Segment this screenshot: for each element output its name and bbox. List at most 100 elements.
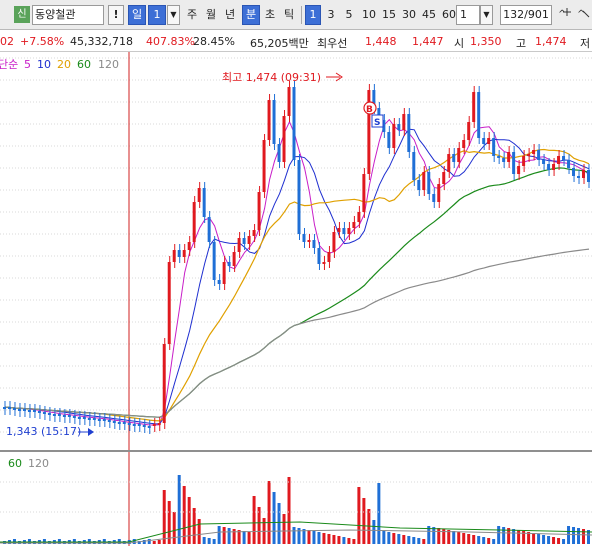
volume-bar (492, 539, 496, 544)
candle-body (422, 172, 426, 190)
volume-ratio: 407.83% (146, 35, 195, 48)
period-count-field[interactable]: 1 (148, 5, 166, 25)
volume-ma60-line (0, 521, 592, 543)
interval-45-button[interactable]: 45 (422, 8, 436, 21)
trade-amount: 65,205백만 (250, 37, 309, 50)
candle-body (572, 168, 576, 176)
volume-bar (462, 533, 466, 544)
period-year-button[interactable]: 년 (224, 8, 236, 21)
candle-body (177, 250, 181, 257)
page-indicator-field[interactable]: 132/901 (500, 5, 552, 25)
candle-body (327, 252, 331, 262)
candle-body (317, 248, 321, 264)
candle-body (522, 156, 526, 166)
interval-30-button[interactable]: 30 (402, 8, 416, 21)
volume-bar (227, 528, 231, 544)
ma-legend-10: 10 (37, 58, 51, 71)
candle-body (72, 416, 76, 418)
volume-bar (162, 490, 166, 544)
candle-body (212, 242, 216, 280)
candle-body (122, 422, 126, 424)
period-second-button[interactable]: 초 (264, 8, 276, 21)
interval-10-button[interactable]: 10 (362, 8, 376, 21)
interval-60-button[interactable]: 60 (442, 8, 456, 21)
volume-bar (517, 530, 521, 544)
volume-bar (527, 532, 531, 544)
candle-body (222, 262, 226, 284)
price-change-value: 02 (0, 35, 14, 48)
price-chart-canvas[interactable]: 단순 5 10 20 60 120 최고 1,474 (09:31) 1,343… (0, 52, 592, 450)
ma-legend-prefix: 단순 (0, 58, 18, 71)
candle-body (52, 414, 56, 416)
period-day-button[interactable]: 일 (128, 5, 146, 25)
pane-separator[interactable] (0, 450, 592, 452)
candle-body (352, 222, 356, 228)
volume-bar (247, 532, 251, 544)
candle-body (272, 100, 276, 144)
volume-moving-averages (0, 521, 592, 544)
period-dropdown-button[interactable]: ▼ (167, 5, 180, 25)
candle-body (67, 415, 71, 417)
period-tick-button[interactable]: 틱 (283, 8, 295, 21)
svg-text:^: ^ (577, 9, 585, 20)
candle-body (362, 174, 366, 212)
candle-body (287, 87, 291, 116)
candle-body (92, 418, 96, 420)
candle-body (387, 132, 391, 148)
volume-bar (412, 537, 416, 544)
interval-3-button[interactable]: 3 (327, 8, 335, 21)
volume-legend-120: 120 (28, 457, 49, 470)
volume-bar (567, 526, 571, 544)
stock-name-field[interactable]: 동양철관 (32, 5, 104, 25)
volume-chart-canvas[interactable]: 60 120 (0, 452, 592, 546)
zoom-icon[interactable]: ^ (556, 5, 574, 25)
candle-body (237, 238, 241, 252)
ma-legend-5: 5 (24, 58, 31, 71)
candle-body (117, 422, 121, 424)
period-month-button[interactable]: 월 (205, 8, 217, 21)
interval-5-button[interactable]: 5 (345, 8, 353, 21)
candle-body (22, 409, 26, 411)
volume-bar (297, 528, 301, 544)
volume-bars (3, 475, 590, 544)
interval-15-button[interactable]: 15 (382, 8, 396, 21)
candle-body (342, 228, 346, 234)
volume-bar (202, 537, 206, 544)
volume-bar (337, 536, 341, 544)
candle-body (102, 419, 106, 421)
candle-body (537, 150, 541, 160)
expand-icon[interactable]: ^ (576, 5, 592, 25)
ma-legend-20: 20 (57, 58, 71, 71)
volume-bar (207, 538, 211, 544)
candle-body (512, 152, 516, 174)
candle-body (147, 426, 151, 428)
candle-body (3, 407, 6, 409)
candle-body (442, 172, 446, 184)
candle-body (182, 250, 186, 257)
candle-body (482, 138, 486, 144)
stock-info-button[interactable]: ! (108, 5, 124, 25)
volume-chart-pane[interactable]: 60 120 (0, 452, 592, 546)
price-chart-pane[interactable]: 단순 5 10 20 60 120 최고 1,474 (09:31) 1,343… (0, 52, 592, 450)
buy-signal-icon[interactable] (363, 101, 377, 115)
volume-bar (382, 531, 386, 544)
sell-signal-icon[interactable] (371, 114, 384, 128)
volume-bar (347, 538, 351, 544)
candle-body (302, 234, 306, 242)
candle-body (307, 240, 311, 242)
candle-body (382, 120, 386, 132)
candle-body (157, 423, 161, 425)
candle-body (27, 410, 31, 412)
volume-bar (217, 526, 221, 544)
volume-bar (507, 528, 511, 544)
custom-interval-field[interactable]: 1 (456, 5, 480, 25)
period-week-button[interactable]: 주 (186, 8, 198, 21)
volume-bar (357, 487, 361, 544)
volume-bar (267, 481, 271, 544)
custom-interval-dropdown[interactable]: ▼ (480, 5, 493, 25)
interval-1-button[interactable]: 1 (305, 5, 321, 25)
volume-bar (587, 530, 590, 544)
period-minute-button[interactable]: 분 (242, 5, 260, 25)
volume-bar (502, 527, 506, 544)
candle-body (252, 230, 256, 236)
